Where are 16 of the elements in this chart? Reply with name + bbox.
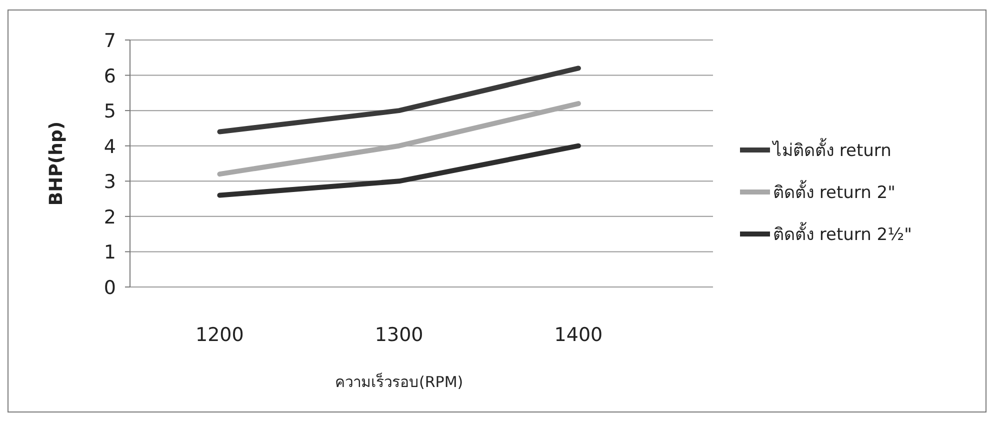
y-tick-label: 3 [104, 171, 116, 194]
x-axis-title: ความเร็วรอบ(RPM) [335, 372, 464, 391]
y-tick-label: 4 [104, 136, 116, 158]
legend-label: ไม่ติดตั้ง return [771, 138, 892, 161]
y-tick-label: 1 [104, 242, 116, 264]
legend-label: ติดตั้ง return 2" [773, 180, 896, 203]
y-tick-label: 7 [104, 30, 116, 52]
y-tick-label: 2 [104, 206, 116, 228]
legend-label: ติดตั้ง return 2½" [773, 222, 912, 245]
x-tick-label: 1400 [554, 324, 603, 346]
y-tick-label: 6 [104, 65, 116, 88]
y-tick-label: 0 [104, 277, 116, 299]
y-axis-title: BHP(hp) [46, 121, 67, 206]
x-tick-label: 1200 [196, 324, 244, 346]
y-tick-label: 5 [104, 100, 116, 123]
x-tick-label: 1300 [374, 324, 424, 346]
